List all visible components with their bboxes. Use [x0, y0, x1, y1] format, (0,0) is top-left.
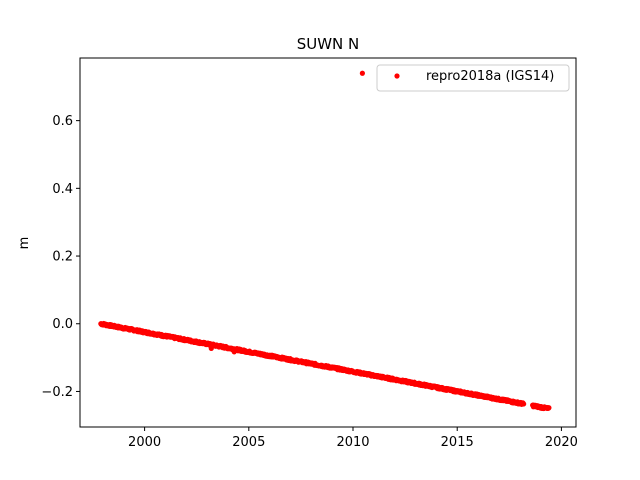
data-points [98, 70, 552, 412]
data-point [208, 345, 214, 352]
x-tick-label: 2015 [441, 435, 474, 450]
legend-marker [394, 73, 400, 79]
data-point [231, 349, 237, 355]
y-axis-ticks: −0.2 0.0 0.2 0.4 0.6 [41, 114, 80, 400]
y-tick-label: 0.6 [52, 114, 73, 129]
x-tick-label: 2005 [232, 435, 265, 450]
legend-label: repro2018a (IGS14) [426, 69, 554, 84]
x-tick-label: 2000 [128, 435, 161, 450]
data-point [521, 401, 527, 407]
y-tick-label: 0.0 [52, 317, 73, 332]
x-axis-ticks: 2000 2005 2010 2015 2020 [128, 427, 578, 450]
y-tick-label: 0.2 [52, 250, 73, 265]
legend-box [376, 64, 570, 92]
y-axis-label: m [17, 237, 32, 250]
data-point [546, 405, 552, 411]
chart-title: SUWN N [297, 35, 360, 53]
legend: repro2018a (IGS14) [376, 64, 570, 92]
y-tick-label: −0.2 [41, 385, 73, 400]
x-tick-label: 2010 [336, 435, 369, 450]
data-point [359, 70, 365, 76]
y-tick-label: 0.4 [52, 182, 73, 197]
plot-frame [79, 57, 577, 428]
x-tick-label: 2020 [545, 435, 578, 450]
